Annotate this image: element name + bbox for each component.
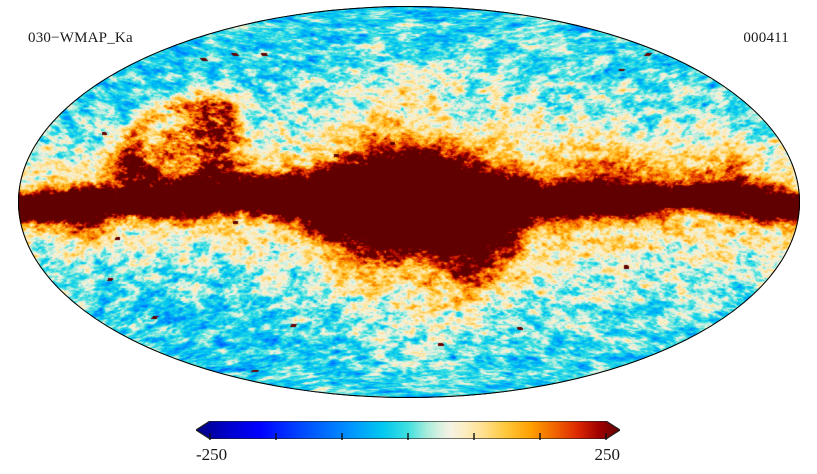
colorbar-min-label: -250: [196, 445, 228, 464]
colorbar: -250 250: [196, 421, 620, 471]
sky-map-canvas: [18, 6, 800, 398]
colorbar-ticks: [209, 433, 607, 440]
map-ellipse: [18, 6, 800, 398]
sky-map: [18, 6, 800, 398]
colorbar-gradient: [196, 421, 620, 439]
colorbar-max-label: 250: [594, 445, 621, 464]
map-id-label: 000411: [743, 30, 789, 46]
map-title-label: 030−WMAP_Ka: [28, 30, 133, 46]
